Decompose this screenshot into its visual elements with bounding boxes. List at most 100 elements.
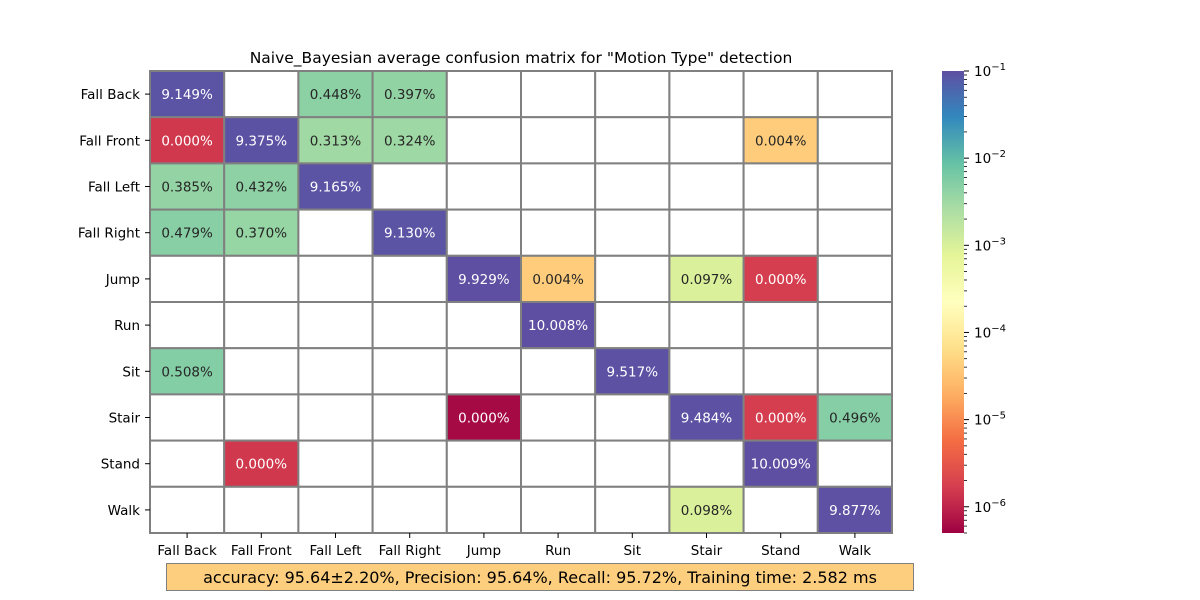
empty-cell <box>149 485 226 534</box>
cell-label: 0.448% <box>310 87 362 103</box>
cell-label: 9.517% <box>607 364 659 380</box>
x-tick-label: Fall Right <box>379 543 441 559</box>
heatmap-cell <box>668 254 745 304</box>
empty-cell <box>594 162 671 211</box>
x-tick-label: Walk <box>839 543 872 559</box>
colorbar <box>942 71 964 533</box>
heatmap-cell <box>223 162 300 211</box>
x-tick-label: Sit <box>623 543 641 559</box>
empty-cell <box>297 254 374 304</box>
colorbar-tick-label: 10−6 <box>974 498 1006 516</box>
empty-cell <box>297 301 374 350</box>
empty-cell <box>297 485 374 534</box>
empty-cell <box>520 70 597 119</box>
empty-cell <box>594 393 671 442</box>
empty-cell <box>371 439 448 488</box>
empty-cell <box>594 116 671 165</box>
empty-cell <box>668 347 745 396</box>
y-tick-label: Fall Front <box>79 133 140 149</box>
empty-cell <box>445 70 522 119</box>
empty-cell <box>371 347 448 396</box>
heatmap-cell <box>742 439 819 488</box>
empty-cell <box>594 70 671 119</box>
empty-cell <box>668 301 745 350</box>
cell-label: 0.098% <box>681 503 733 519</box>
empty-cell <box>371 301 448 350</box>
cell-label: 0.385% <box>161 180 213 196</box>
x-tick-label: Run <box>545 543 571 559</box>
empty-cell <box>520 162 597 211</box>
empty-cell <box>520 485 597 534</box>
empty-cell <box>668 162 745 211</box>
empty-cell <box>668 70 745 119</box>
cell-label: 9.165% <box>310 180 362 196</box>
empty-cell <box>594 301 671 350</box>
y-tick-label: Fall Right <box>78 226 140 242</box>
empty-cell <box>742 301 819 350</box>
colorbar-tick-label: 10−3 <box>974 236 1006 254</box>
cell-label: 0.000% <box>755 272 807 288</box>
empty-cell <box>149 301 226 350</box>
y-tick-label: Walk <box>108 503 141 519</box>
empty-cell <box>223 347 300 396</box>
empty-cell <box>520 347 597 396</box>
empty-cell <box>445 485 522 534</box>
cell-label: 10.009% <box>751 457 811 473</box>
metrics-summary-box: accuracy: 95.64±2.20%, Precision: 95.64%… <box>166 563 914 591</box>
empty-cell <box>742 485 819 534</box>
empty-cell <box>520 116 597 165</box>
empty-cell <box>816 162 893 211</box>
cell-label: 9.877% <box>829 503 881 519</box>
empty-cell <box>742 347 819 396</box>
colorbar-tick-label: 10−1 <box>974 62 1006 80</box>
y-tick-label: Run <box>114 318 140 334</box>
heatmap-cell <box>297 116 374 165</box>
empty-cell <box>742 208 819 257</box>
empty-cell <box>668 439 745 488</box>
empty-cell <box>149 393 226 442</box>
empty-cell <box>816 301 893 350</box>
x-tick-label: Stand <box>761 543 800 559</box>
empty-cell <box>223 301 300 350</box>
heatmap-cell <box>816 485 893 534</box>
heatmap-cell <box>445 393 522 442</box>
empty-cell <box>445 116 522 165</box>
cell-label: 0.004% <box>755 133 807 149</box>
empty-cell <box>223 254 300 304</box>
empty-cell <box>149 254 226 304</box>
y-tick-label: Jump <box>105 272 140 288</box>
empty-cell <box>297 347 374 396</box>
empty-cell <box>371 254 448 304</box>
cell-label: 0.000% <box>755 411 807 427</box>
heatmap-cell <box>149 208 226 257</box>
cell-label: 9.149% <box>161 87 213 103</box>
cell-label: 0.097% <box>681 272 733 288</box>
cell-label: 0.004% <box>532 272 584 288</box>
empty-cell <box>668 116 745 165</box>
cell-label: 0.000% <box>161 133 213 149</box>
empty-cell <box>594 254 671 304</box>
heatmap-cell <box>520 301 597 350</box>
empty-cell <box>816 70 893 119</box>
cell-label: 9.929% <box>458 272 510 288</box>
empty-cell <box>445 347 522 396</box>
empty-cell <box>371 485 448 534</box>
chart-title: Naive_Bayesian average confusion matrix … <box>250 49 793 68</box>
empty-cell <box>297 393 374 442</box>
empty-cell <box>816 347 893 396</box>
cell-label: 0.313% <box>310 133 362 149</box>
x-tick-label: Jump <box>466 543 501 559</box>
cell-label: 0.508% <box>161 364 213 380</box>
empty-cell <box>223 70 300 119</box>
cell-label: 9.130% <box>384 226 436 242</box>
empty-cell <box>445 439 522 488</box>
cell-label: 9.375% <box>236 133 288 149</box>
cell-label: 0.479% <box>161 226 213 242</box>
empty-cell <box>742 70 819 119</box>
heatmap-cell <box>149 347 226 396</box>
empty-cell <box>520 208 597 257</box>
empty-cell <box>445 208 522 257</box>
empty-cell <box>149 439 226 488</box>
heatmap-cell <box>371 208 448 257</box>
y-tick-label: Sit <box>122 364 140 380</box>
